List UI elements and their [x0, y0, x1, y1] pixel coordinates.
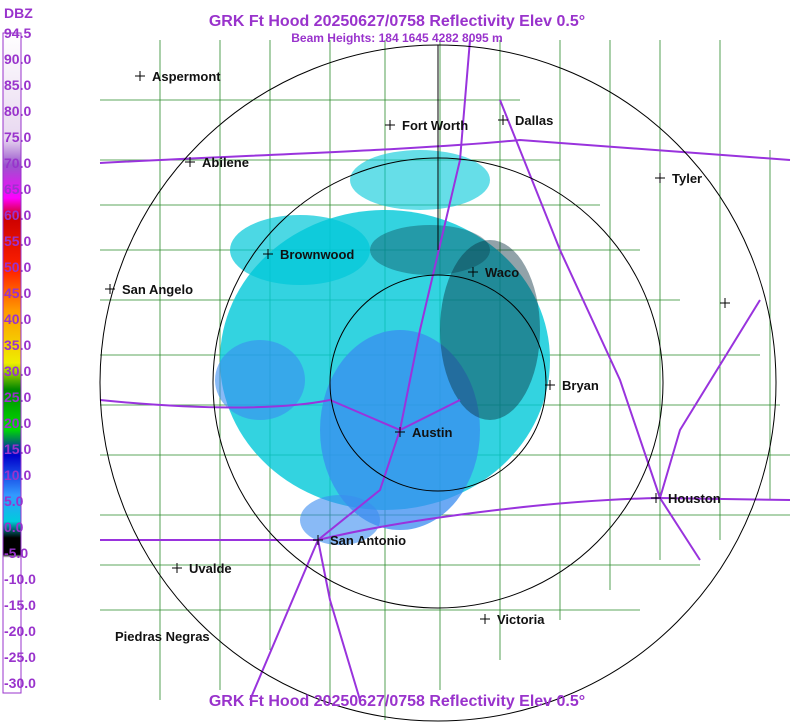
legend-label: 94.5	[4, 25, 31, 41]
city-marker	[263, 249, 273, 259]
legend-label: 15.0	[4, 441, 31, 457]
legend-label: 30.0	[4, 363, 31, 379]
radar-echo	[215, 150, 550, 545]
city-label: Bryan	[562, 378, 599, 393]
legend-label: 75.0	[4, 129, 31, 145]
legend-label: 65.0	[4, 181, 31, 197]
legend-label: -20.0	[4, 623, 36, 639]
legend-label: 50.0	[4, 259, 31, 275]
legend-label: -5.0	[4, 545, 28, 561]
city-label: Aspermont	[152, 69, 221, 84]
city-marker	[480, 614, 490, 624]
city-marker	[651, 493, 661, 503]
city-label: San Antonio	[330, 533, 406, 548]
city-marker	[545, 380, 555, 390]
legend-label: 40.0	[4, 311, 31, 327]
legend-label: 20.0	[4, 415, 31, 431]
subtitle: Beam Heights: 184 1645 4282 8095 m	[291, 31, 502, 45]
legend-label: 60.0	[4, 207, 31, 223]
legend-label: 25.0	[4, 389, 31, 405]
city-label: Piedras Negras	[115, 629, 210, 644]
legend-label: -15.0	[4, 597, 36, 613]
range-rings	[99, 44, 777, 722]
city-label: Brownwood	[280, 247, 354, 262]
legend-label: 55.0	[4, 233, 31, 249]
legend-label: 10.0	[4, 467, 31, 483]
city-marker	[313, 535, 323, 545]
legend-label: 70.0	[4, 155, 31, 171]
legend-label: 0.0	[4, 519, 24, 535]
color-bar	[2, 32, 22, 694]
city-label: Houston	[668, 491, 721, 506]
city-label: Tyler	[672, 171, 702, 186]
legend-label: 90.0	[4, 51, 31, 67]
city-label: Uvalde	[189, 561, 232, 576]
city-marker	[498, 115, 508, 125]
city-label: Fort Worth	[402, 118, 468, 133]
city-marker	[395, 427, 405, 437]
title: GRK Ft Hood 20250627/0758 Reflectivity E…	[209, 13, 585, 30]
legend-label: 85.0	[4, 77, 31, 93]
city-marker	[468, 267, 478, 277]
legend-label: 45.0	[4, 285, 31, 301]
city-label: Dallas	[515, 113, 553, 128]
legend-label: 5.0	[4, 493, 24, 509]
city-label: Waco	[485, 265, 519, 280]
legend-label: -25.0	[4, 649, 36, 665]
legend-label: -10.0	[4, 571, 36, 587]
city-marker	[172, 563, 182, 573]
city-label: Austin	[412, 425, 453, 440]
city-marker	[655, 173, 665, 183]
city-label: Victoria	[497, 612, 545, 627]
city-marker	[105, 284, 115, 294]
legend-label: 80.0	[4, 103, 31, 119]
city-marker	[385, 120, 395, 130]
legend-label: 35.0	[4, 337, 31, 353]
legend-unit: DBZ	[4, 5, 33, 21]
footer-title: GRK Ft Hood 20250627/0758 Reflectivity E…	[209, 693, 585, 710]
city-marker	[135, 71, 145, 81]
city-marker	[720, 298, 730, 308]
city-label: San Angelo	[122, 282, 193, 297]
city-marker	[185, 157, 195, 167]
legend-label: -30.0	[4, 675, 36, 691]
city-label: Abilene	[202, 155, 249, 170]
